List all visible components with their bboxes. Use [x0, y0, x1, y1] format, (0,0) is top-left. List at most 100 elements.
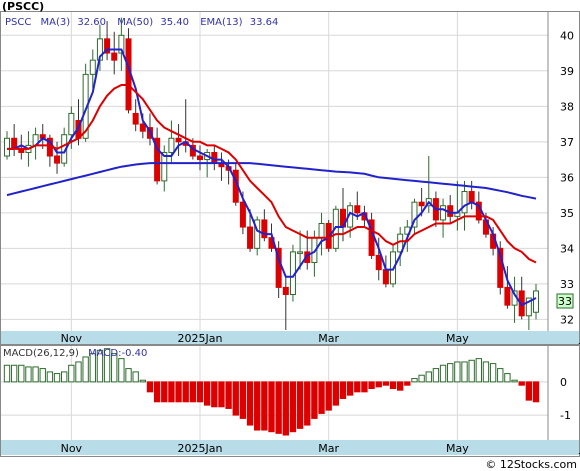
macd-bar: [46, 371, 54, 383]
macd-bar: [361, 381, 368, 393]
macd-bar: [168, 381, 175, 403]
candle-body: [468, 191, 475, 203]
macd-bar: [254, 381, 261, 431]
macd-bar: [418, 374, 425, 383]
candle-body: [175, 137, 182, 143]
macd-bar: [447, 363, 454, 383]
candle: [525, 297, 532, 330]
macd-x-tick-label: 2025Jan: [178, 442, 223, 455]
candle: [89, 49, 96, 89]
macd-bar: [489, 363, 497, 383]
price-y-axis-labels: 32 33 34 35 36 37 38 39 40: [560, 29, 574, 326]
macd-bar: [275, 381, 282, 434]
macd-bar: [153, 381, 161, 403]
candle-body: [89, 59, 96, 75]
price-legend: PSCC MA(3) 32.60 MA(50) 35.40 EMA(13) 33…: [5, 17, 278, 28]
price-y-tick-label: 34: [560, 242, 574, 255]
last-price-label: 33: [556, 293, 574, 309]
price-grid: [1, 12, 549, 331]
price-x-tick-label: Mar: [318, 332, 339, 345]
price-lines: [6, 48, 537, 307]
candle-body: [318, 222, 325, 239]
macd-x-tick-label: May: [446, 442, 469, 455]
legend-ma50-label: MA(50): [117, 17, 153, 28]
macd-bar: [468, 359, 475, 383]
macd-bar: [382, 381, 390, 386]
macd-bar: [296, 381, 304, 429]
candle: [132, 99, 139, 132]
macd-bar: [461, 361, 468, 383]
macd-bar: [203, 381, 211, 406]
macd-bar: [404, 381, 411, 386]
candle: [3, 131, 11, 160]
candle: [154, 127, 161, 185]
candle-body: [304, 251, 311, 264]
price-candles: [3, 17, 540, 330]
candle: [82, 63, 89, 142]
candle-body: [54, 155, 61, 164]
price-y-tick-label: 38: [560, 100, 574, 113]
macd-legend-label: MACD(26,12,9): [3, 348, 79, 359]
legend-symbol: PSCC: [5, 17, 31, 28]
legend-ema13-value: 33.64: [250, 17, 279, 28]
macd-bar: [3, 364, 11, 383]
candle: [104, 21, 111, 61]
macd-bar: [261, 381, 268, 431]
price-y-tick-label: 39: [560, 65, 574, 78]
legend-ema13-label: EMA(13): [200, 17, 242, 28]
legend-ma3-value: 32.60: [77, 17, 106, 28]
candle: [297, 230, 304, 270]
macd-bar: [439, 364, 447, 383]
macd-bar: [218, 381, 225, 408]
price-y-tick-label: 40: [560, 29, 574, 42]
candle-body: [82, 73, 89, 139]
candle-body: [497, 247, 504, 288]
candle: [54, 141, 61, 174]
macd-bar: [325, 381, 332, 411]
macd-bar: [18, 364, 25, 383]
macd-legend: MACD(26,12,9) MACD:-0.40: [3, 348, 147, 359]
last-price-value: 33: [558, 295, 572, 308]
macd-bar: [289, 381, 297, 433]
candle-body: [282, 286, 289, 295]
macd-bar: [75, 361, 82, 383]
macd-bar: [454, 361, 461, 383]
candle-body: [104, 38, 111, 54]
macd-bar: [246, 381, 254, 426]
candle: [332, 205, 339, 252]
macd-bar: [103, 348, 111, 383]
macd-bar: [332, 381, 340, 406]
macd-x-axis-band: [1, 440, 579, 455]
macd-y-tick-label: 0: [560, 376, 567, 389]
macd-bar: [82, 356, 89, 383]
macd-bar: [504, 373, 511, 383]
candle-body: [161, 151, 168, 182]
macd-bar: [225, 381, 232, 409]
candle: [497, 241, 504, 295]
macd-bar: [375, 381, 382, 388]
candle: [504, 266, 511, 309]
macd-bar: [368, 381, 375, 390]
macd-bar: [96, 349, 104, 383]
candle: [118, 17, 125, 71]
legend-ma3-label: MA(3): [41, 17, 71, 28]
macd-legend-value: MACD:-0.40: [88, 348, 147, 359]
candle-body: [440, 205, 447, 221]
macd-bar: [232, 381, 239, 416]
macd-bar: [10, 364, 18, 383]
macd-x-tick-label: Mar: [318, 442, 339, 455]
macd-bar: [89, 353, 96, 383]
macd-bar: [518, 381, 525, 386]
macd-y-axis-labels: -1 0: [560, 376, 571, 422]
macd-bar: [39, 368, 46, 383]
macd-bar: [53, 373, 61, 383]
candle-body: [461, 191, 468, 214]
candle-body: [261, 219, 268, 239]
ma50-line: [6, 162, 537, 200]
macd-bar: [268, 381, 275, 433]
price-x-tick-label: May: [446, 332, 469, 345]
macd-bar: [68, 364, 75, 383]
price-x-tick-label: Nov: [61, 332, 83, 345]
macd-bar: [111, 353, 118, 383]
